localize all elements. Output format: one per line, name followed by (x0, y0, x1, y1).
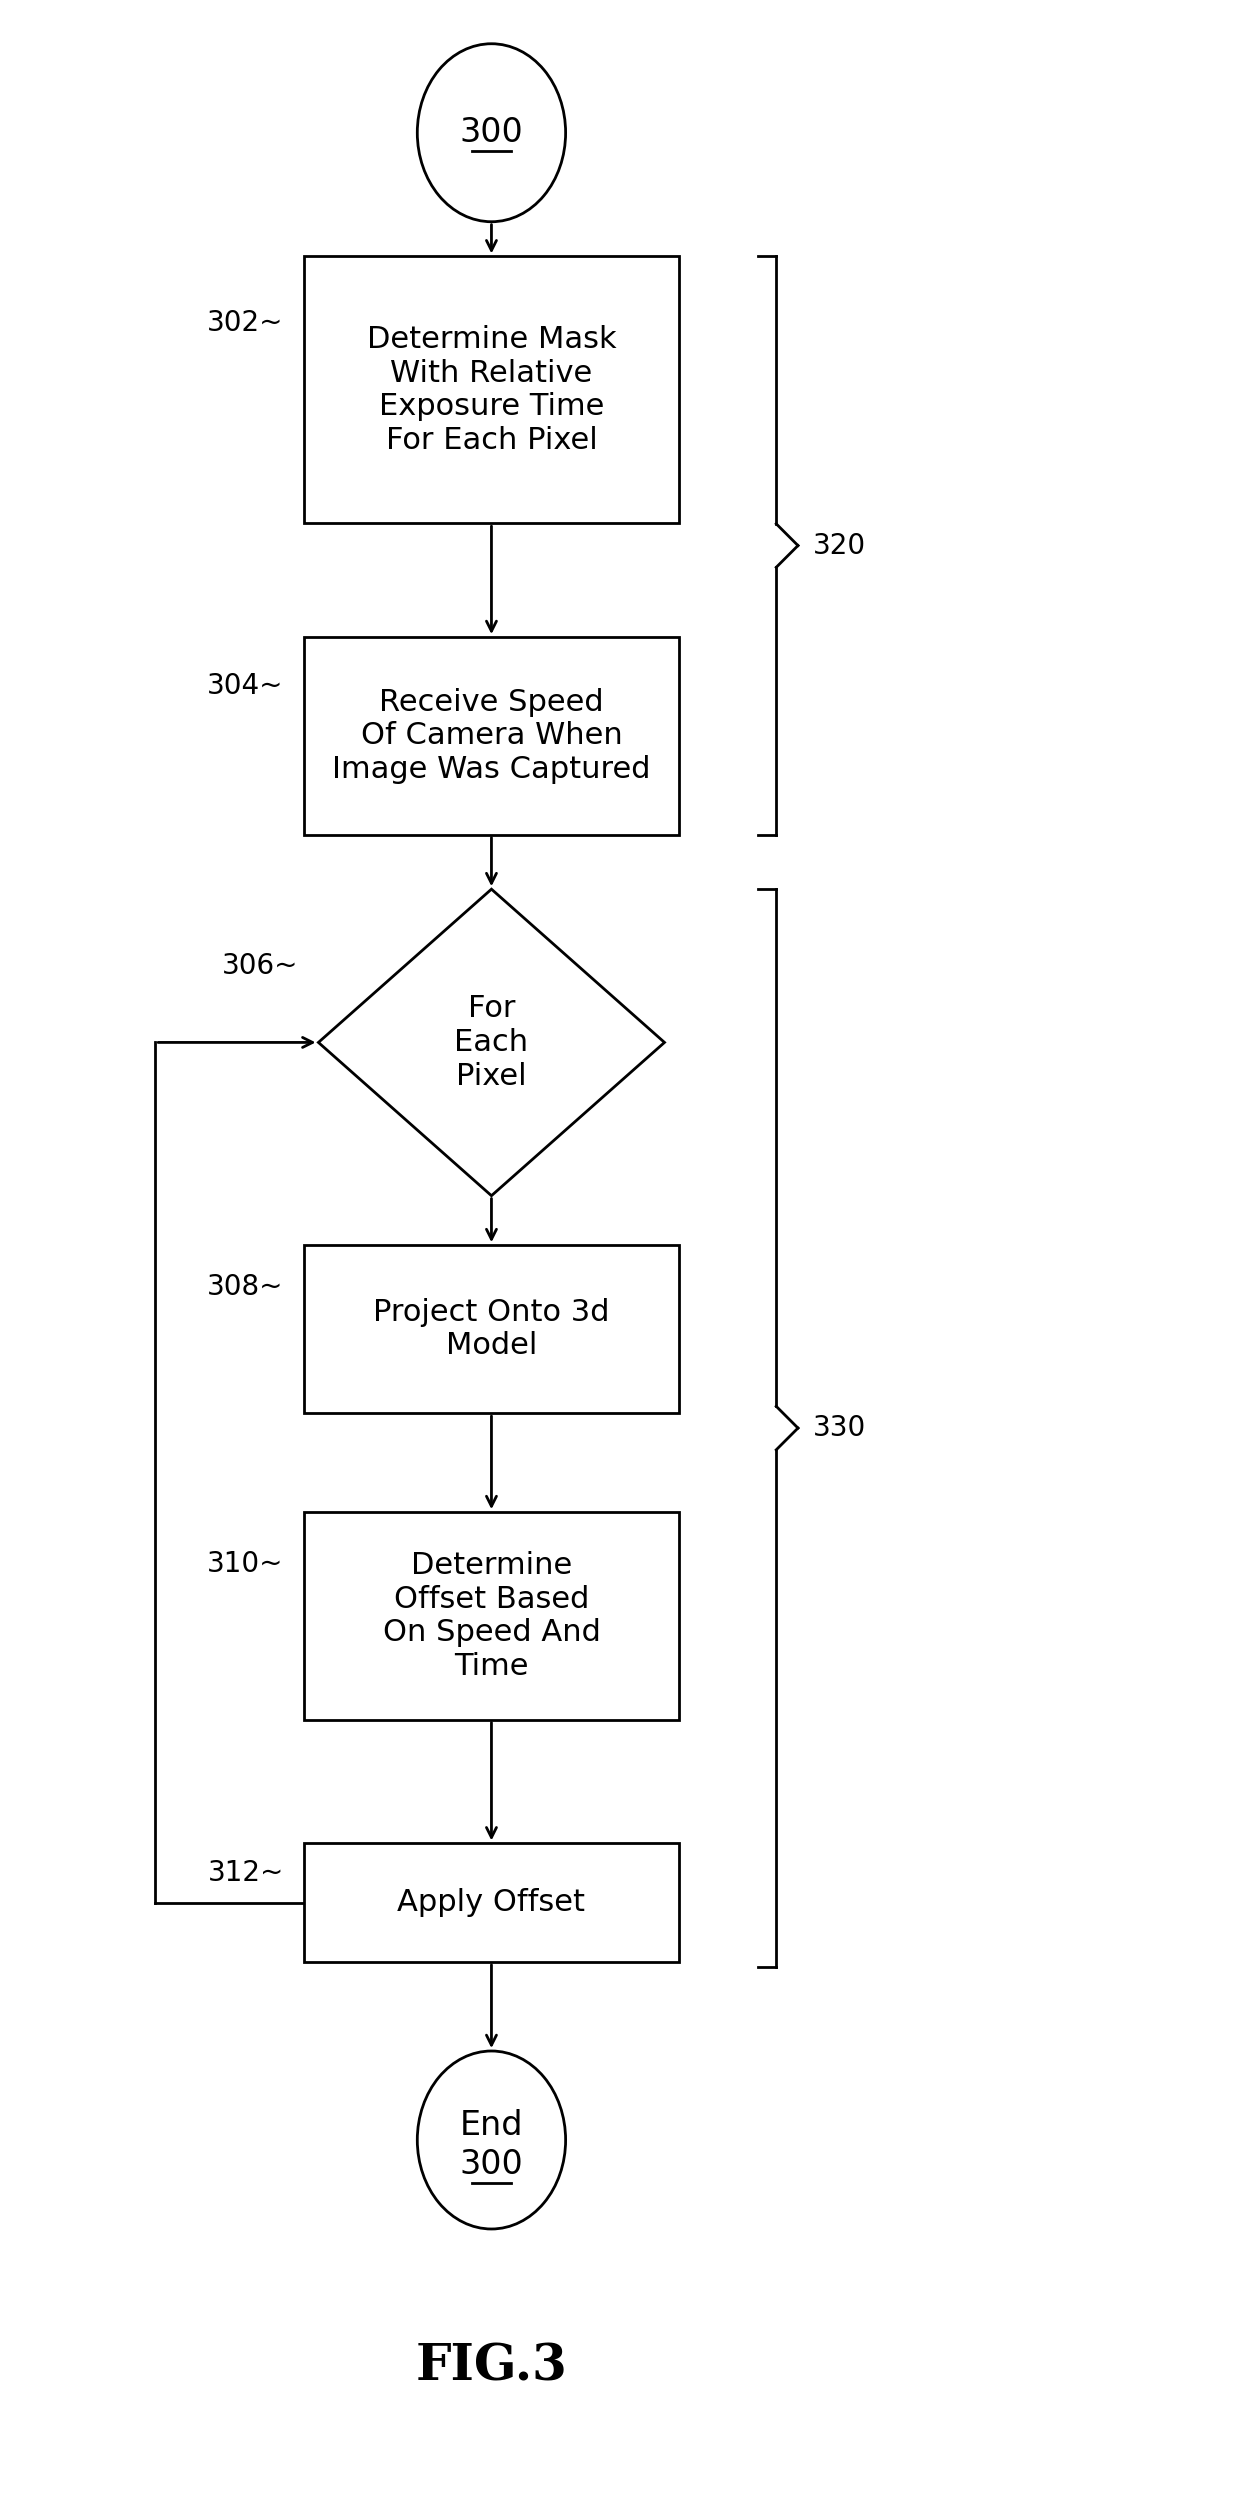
Text: 300: 300 (460, 2149, 523, 2182)
Ellipse shape (418, 2051, 565, 2230)
FancyBboxPatch shape (304, 256, 680, 523)
Text: 300: 300 (460, 116, 523, 148)
FancyBboxPatch shape (304, 636, 680, 835)
Text: 304~: 304~ (207, 671, 284, 701)
Text: Apply Offset: Apply Offset (398, 1888, 585, 1918)
Text: 312~: 312~ (207, 1858, 284, 1888)
Text: 310~: 310~ (207, 1551, 284, 1579)
Ellipse shape (418, 43, 565, 221)
Text: Project Onto 3d
Model: Project Onto 3d Model (373, 1297, 610, 1360)
Text: 320: 320 (812, 530, 866, 561)
Text: Determine
Offset Based
On Speed And
Time: Determine Offset Based On Speed And Time (382, 1551, 600, 1682)
FancyBboxPatch shape (304, 1244, 680, 1413)
Text: For
Each
Pixel: For Each Pixel (454, 996, 528, 1091)
Text: FIG.3: FIG.3 (415, 2343, 568, 2391)
Text: End: End (460, 2109, 523, 2142)
Text: Receive Speed
Of Camera When
Image Was Captured: Receive Speed Of Camera When Image Was C… (332, 689, 651, 784)
Text: 306~: 306~ (222, 953, 299, 980)
Text: 302~: 302~ (207, 309, 284, 337)
FancyBboxPatch shape (304, 1843, 680, 1961)
Text: Determine Mask
With Relative
Exposure Time
For Each Pixel: Determine Mask With Relative Exposure Ti… (367, 324, 616, 455)
Text: 308~: 308~ (207, 1272, 284, 1302)
FancyBboxPatch shape (304, 1511, 680, 1720)
Text: 330: 330 (812, 1413, 866, 1443)
